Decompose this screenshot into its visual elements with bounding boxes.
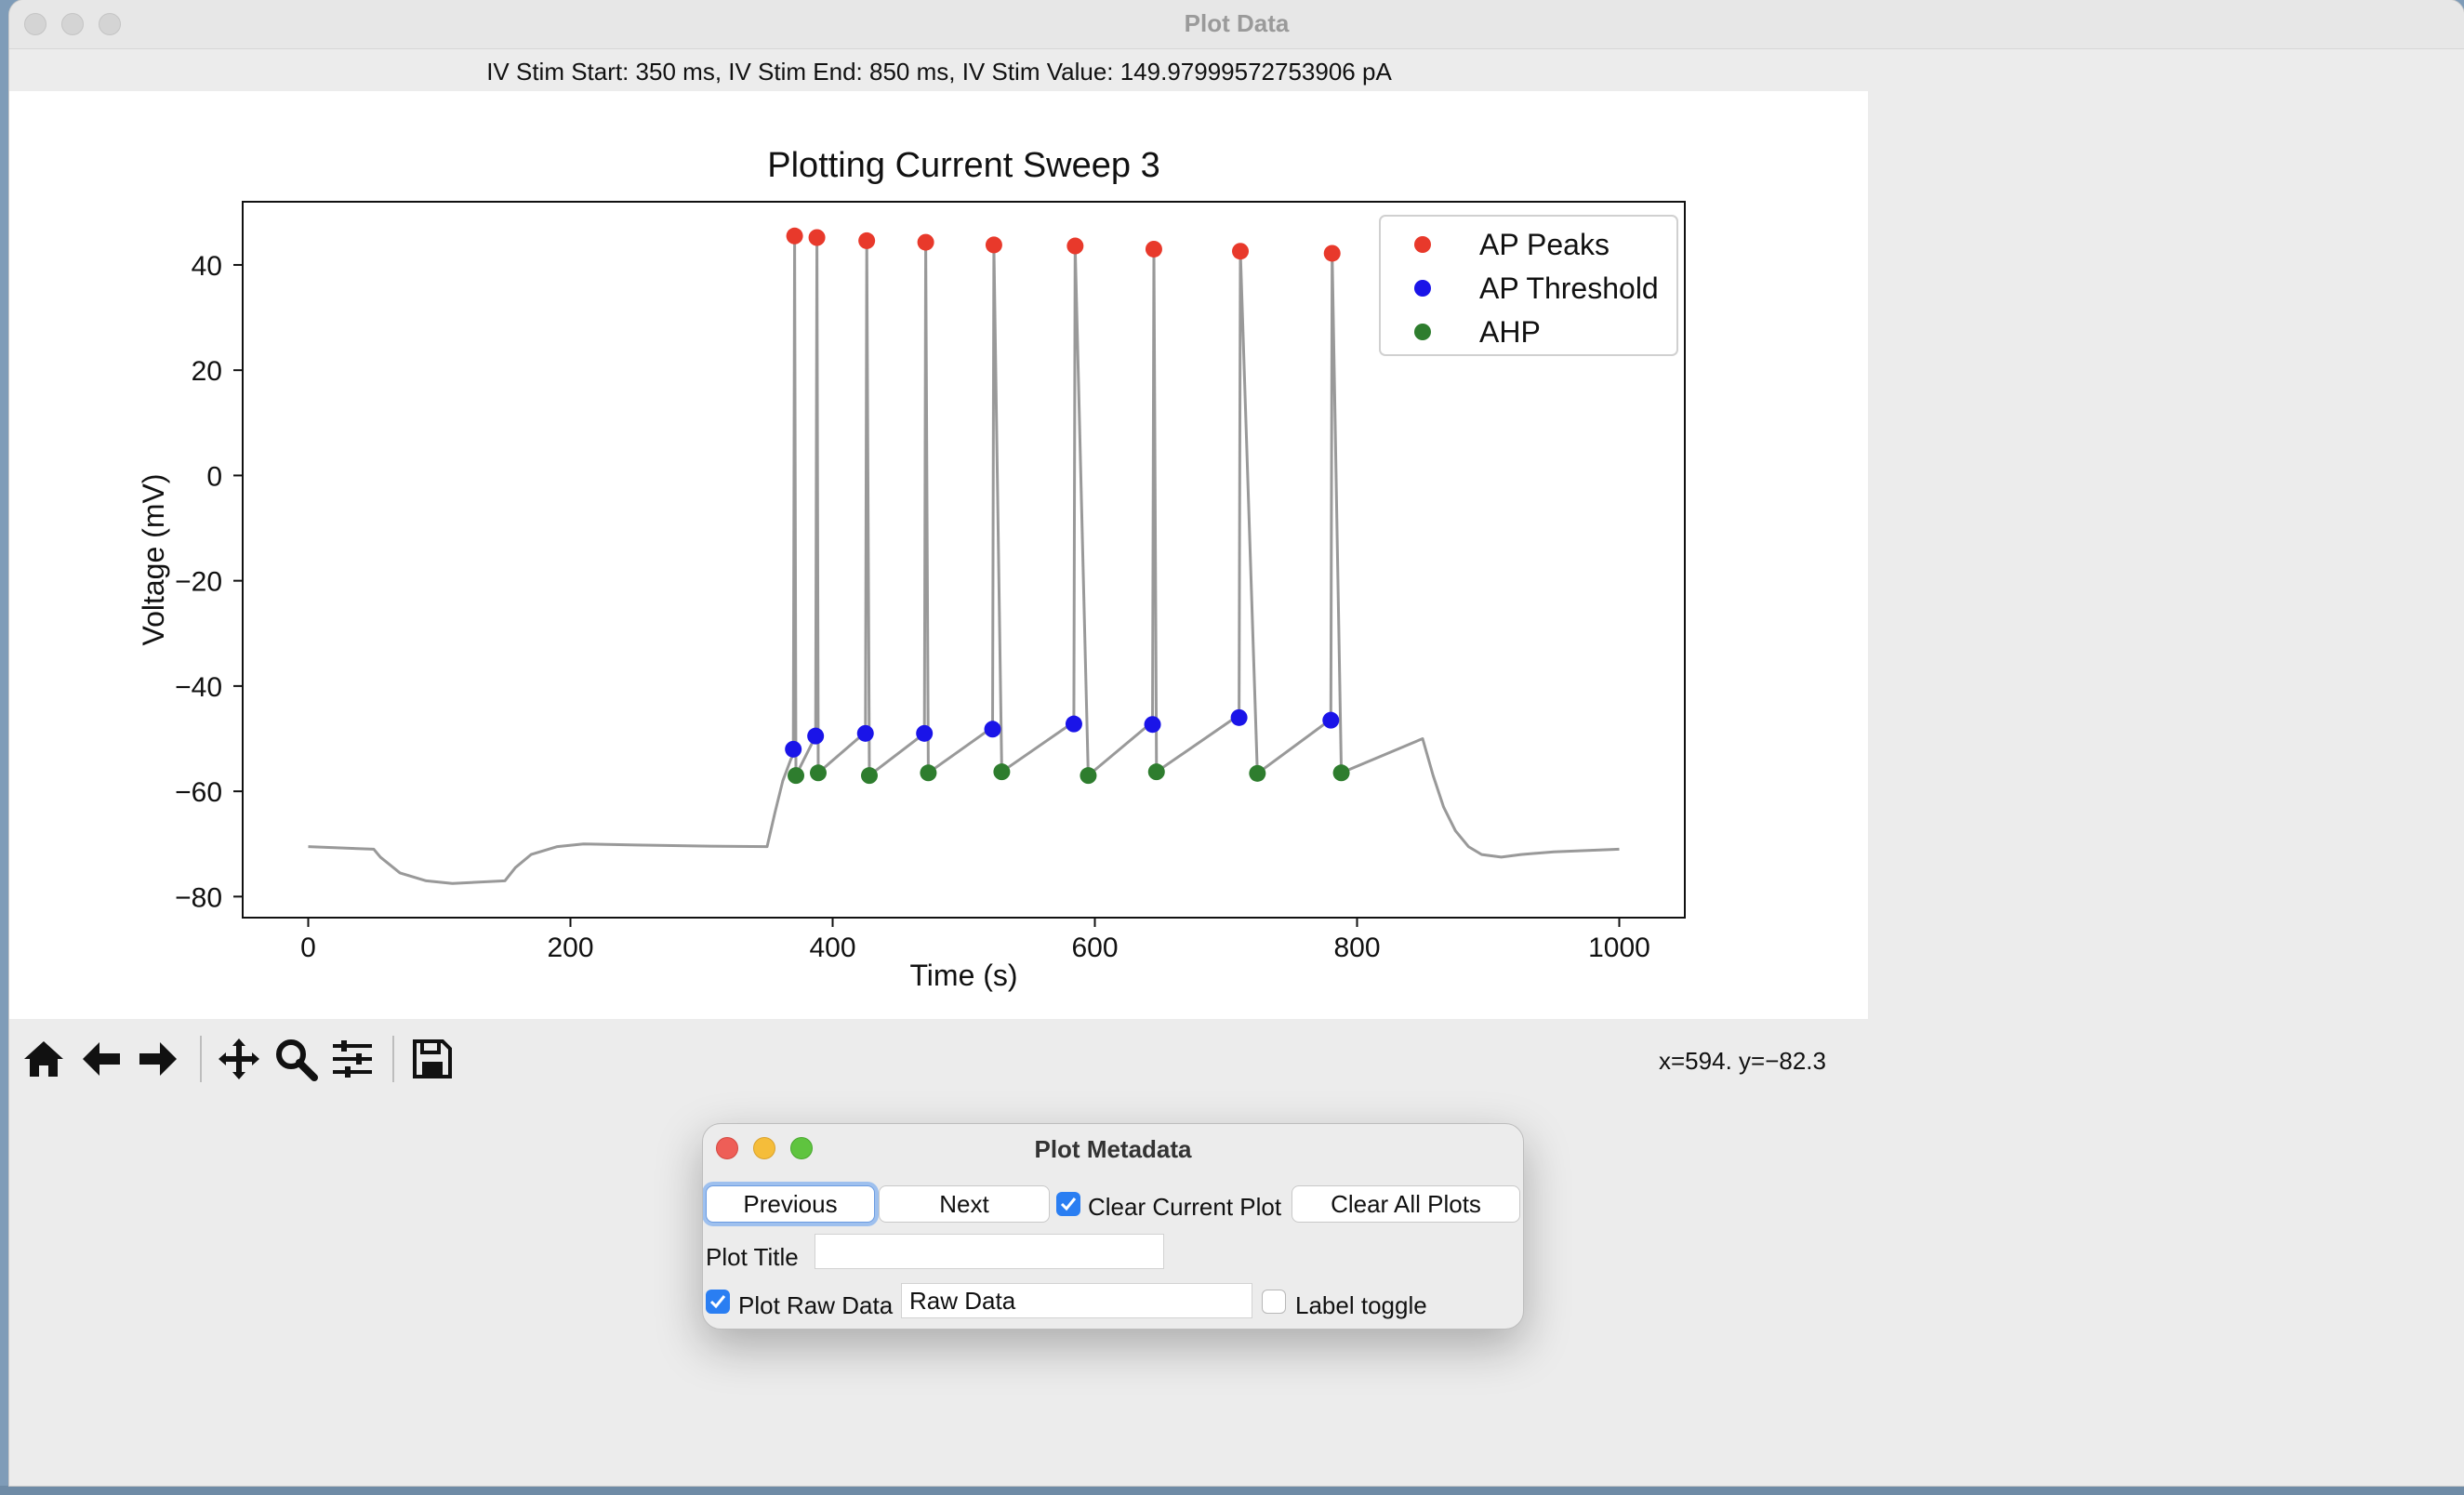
minimize-window-button[interactable] [61, 13, 84, 35]
x-tick-label: 200 [547, 933, 593, 963]
ap-threshold-point [1065, 715, 1082, 733]
close-window-button[interactable] [24, 13, 46, 35]
plot-data-window: Plot Data IV Stim Start: 350 ms, IV Stim… [9, 0, 2464, 1486]
cursor-coordinates: x=594. y=−82.3 [1659, 1047, 1826, 1075]
ahp-point [920, 764, 937, 782]
ahp-point [1249, 764, 1266, 782]
y-tick-label: −80 [175, 882, 222, 913]
ap-threshold-point [807, 727, 825, 745]
voltage-chart: Plotting Current Sweep 30 200 400 600 800 100… [137, 146, 1686, 992]
back-arrow-icon[interactable] [76, 1034, 126, 1084]
ap-peak-point [808, 229, 826, 246]
legend-label: AP Threshold [1479, 271, 1659, 305]
x-tick-label: 0 [300, 933, 316, 963]
zoom-dialog-button[interactable] [790, 1137, 813, 1159]
ap-peak-point [1323, 245, 1341, 262]
legend-label: AP Peaks [1479, 228, 1610, 261]
ahp-point [1332, 764, 1350, 782]
zoom-icon[interactable] [271, 1034, 321, 1084]
window-title: Plot Data [1184, 9, 1290, 37]
x-tick-label: 800 [1333, 933, 1380, 963]
x-axis-label: Time (s) [909, 959, 1017, 992]
clear-all-plots-button[interactable]: Clear All Plots [1292, 1185, 1520, 1223]
ap-threshold-point [916, 724, 934, 742]
ap-threshold-point [785, 740, 802, 758]
plot-title-input[interactable] [815, 1234, 1164, 1269]
dialog-title: Plot Metadata [1034, 1135, 1192, 1163]
x-tick-label: 400 [809, 933, 855, 963]
plot-raw-data-checkbox[interactable] [706, 1290, 730, 1314]
plot-raw-data-label: Plot Raw Data [738, 1291, 894, 1319]
forward-arrow-icon[interactable] [133, 1034, 183, 1084]
x-tick-label: 600 [1071, 933, 1118, 963]
raw-data-input[interactable] [901, 1283, 1252, 1318]
ap-threshold-point [856, 724, 874, 742]
previous-button[interactable]: Previous [706, 1185, 875, 1223]
legend-box [1379, 215, 1678, 356]
ap-threshold-point [1230, 708, 1248, 726]
voltage-trace-line [308, 234, 1620, 885]
ap-peak-point [786, 227, 803, 245]
x-tick-label: 1000 [1588, 933, 1650, 963]
clear-current-plot-checkbox[interactable] [1056, 1192, 1080, 1216]
plot-title-label: Plot Title [706, 1243, 799, 1271]
next-button[interactable]: Next [879, 1185, 1050, 1223]
desktop-background [0, 1486, 2464, 1495]
y-axis-label: Voltage (mV) [137, 474, 170, 646]
ahp-point [1147, 763, 1165, 781]
ahp-point [993, 763, 1011, 781]
configure-icon[interactable] [327, 1034, 378, 1084]
label-toggle-label: Label toggle [1295, 1291, 1427, 1319]
y-tick-label: −20 [175, 567, 222, 598]
y-tick-label: 20 [192, 356, 222, 387]
plot-area-frame [242, 201, 1686, 919]
plot-metadata-dialog: Plot Metadata Previous Next Clear Curren… [702, 1123, 1524, 1330]
dialog-titlebar: Plot Metadata [703, 1124, 1523, 1176]
toolbar-divider [392, 1036, 394, 1082]
y-tick-label: −60 [175, 777, 222, 808]
checkmark-icon [709, 1295, 726, 1309]
home-icon[interactable] [19, 1034, 69, 1084]
stim-info-label: IV Stim Start: 350 ms, IV Stim End: 850 … [486, 58, 1392, 86]
pan-icon[interactable] [214, 1034, 264, 1084]
ahp-point [1080, 767, 1097, 785]
legend-marker [1414, 236, 1431, 253]
plot-canvas[interactable]: Plotting Current Sweep 3 0 200 400 600 800 100… [9, 91, 1868, 1019]
checkmark-icon [1060, 1197, 1077, 1211]
ap-peak-point [1066, 237, 1084, 255]
toolbar-divider [200, 1036, 202, 1082]
ap-threshold-point [1322, 711, 1340, 729]
legend-label: AHP [1479, 315, 1541, 349]
ahp-point [860, 767, 878, 785]
label-toggle-checkbox[interactable] [1262, 1290, 1286, 1314]
clear-current-plot-label: Clear Current Plot [1088, 1193, 1282, 1221]
ap-peak-point [858, 232, 876, 249]
legend-marker [1414, 324, 1431, 340]
chart-title: Plotting Current Sweep 3 [767, 146, 1159, 185]
ahp-point [788, 767, 805, 785]
ap-peak-point [1232, 243, 1250, 260]
legend-marker [1414, 280, 1431, 297]
ap-peak-point [985, 236, 1002, 254]
zoom-window-button[interactable] [99, 13, 121, 35]
ap-threshold-point [1144, 716, 1161, 734]
save-icon[interactable] [407, 1034, 457, 1084]
ap-threshold-point [984, 721, 1001, 738]
ap-peak-point [1145, 240, 1162, 258]
minimize-dialog-button[interactable] [753, 1137, 775, 1159]
y-tick-label: −40 [175, 672, 222, 703]
close-dialog-button[interactable] [716, 1137, 738, 1159]
ahp-point [809, 764, 827, 782]
ap-peak-point [917, 233, 934, 251]
window-titlebar: Plot Data [9, 0, 2464, 49]
y-tick-label: 0 [206, 461, 222, 492]
y-tick-label: 40 [192, 251, 222, 282]
